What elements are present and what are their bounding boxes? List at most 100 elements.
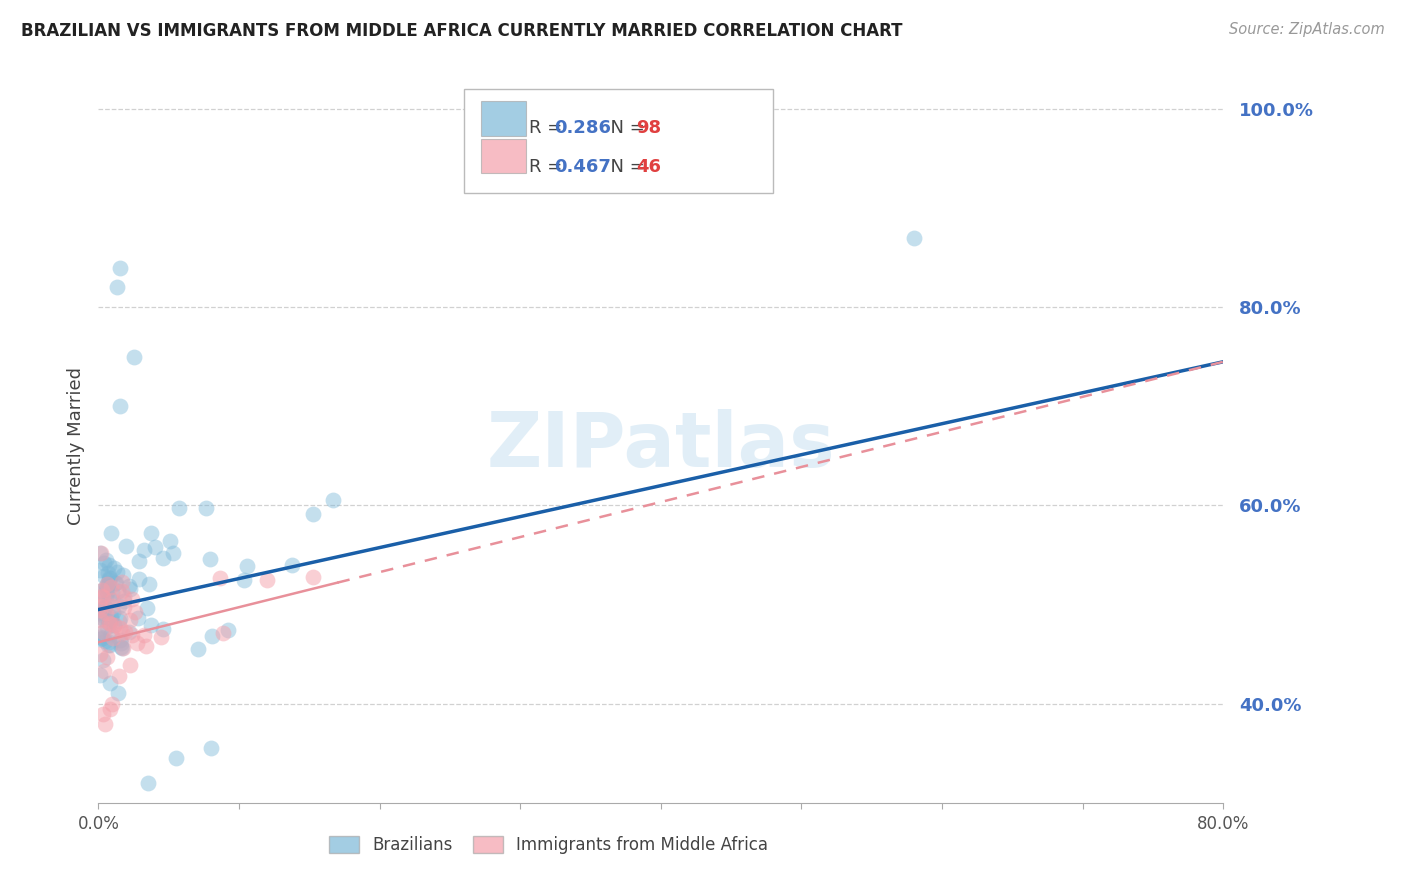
FancyBboxPatch shape xyxy=(464,89,773,193)
Point xyxy=(89,648,111,662)
Point xyxy=(94,633,117,648)
Text: 0.286: 0.286 xyxy=(554,120,612,137)
Point xyxy=(101,605,124,619)
Point xyxy=(111,575,134,590)
Point xyxy=(115,540,138,554)
Point xyxy=(118,579,141,593)
Point xyxy=(98,701,121,715)
Text: 98: 98 xyxy=(636,120,661,137)
Point xyxy=(97,638,120,652)
Point xyxy=(91,706,114,721)
Point xyxy=(195,500,218,515)
Point xyxy=(167,501,190,516)
Point xyxy=(110,636,132,650)
Point xyxy=(128,572,150,586)
Point xyxy=(111,640,134,655)
Point xyxy=(89,632,111,646)
FancyBboxPatch shape xyxy=(481,102,526,136)
Point xyxy=(236,559,259,574)
Point xyxy=(91,606,114,620)
Point xyxy=(112,600,135,615)
Point xyxy=(108,632,131,647)
Point xyxy=(322,493,344,508)
Point xyxy=(127,636,149,650)
Point xyxy=(97,635,120,649)
Point xyxy=(93,665,115,679)
Point xyxy=(96,591,118,605)
Point xyxy=(105,575,128,590)
Point xyxy=(100,580,122,594)
Point xyxy=(96,579,118,593)
Point xyxy=(98,573,121,587)
Point xyxy=(97,571,120,585)
Point xyxy=(128,554,150,568)
Text: N =: N = xyxy=(599,120,651,137)
Point xyxy=(212,626,235,640)
Point xyxy=(108,260,131,275)
Point xyxy=(91,624,114,639)
Point xyxy=(112,641,135,656)
Legend: Brazilians, Immigrants from Middle Africa: Brazilians, Immigrants from Middle Afric… xyxy=(321,828,776,863)
Point xyxy=(101,585,124,599)
Point xyxy=(90,546,112,560)
Point xyxy=(107,599,129,613)
Text: Source: ZipAtlas.com: Source: ZipAtlas.com xyxy=(1229,22,1385,37)
Point xyxy=(139,526,162,541)
Point xyxy=(94,552,117,566)
Point xyxy=(103,560,125,574)
Point xyxy=(118,625,141,640)
Point xyxy=(89,630,111,644)
Point xyxy=(101,697,124,711)
Point xyxy=(108,400,131,414)
Text: BRAZILIAN VS IMMIGRANTS FROM MIDDLE AFRICA CURRENTLY MARRIED CORRELATION CHART: BRAZILIAN VS IMMIGRANTS FROM MIDDLE AFRI… xyxy=(21,22,903,40)
Point xyxy=(105,280,128,294)
Point xyxy=(97,614,120,628)
Point xyxy=(89,563,111,577)
Point xyxy=(91,583,114,598)
Point xyxy=(100,626,122,640)
Point xyxy=(91,590,114,604)
Point xyxy=(150,630,173,644)
Point xyxy=(98,639,121,653)
Point xyxy=(93,608,115,623)
Point xyxy=(118,613,141,627)
Point xyxy=(152,550,174,565)
Point xyxy=(89,583,111,598)
Point xyxy=(132,628,155,642)
Point xyxy=(100,616,122,631)
Point xyxy=(162,546,184,560)
Point xyxy=(96,650,118,665)
Point xyxy=(121,592,143,607)
Point xyxy=(96,619,118,633)
Point xyxy=(112,590,135,604)
Point xyxy=(111,584,134,599)
Point xyxy=(107,584,129,599)
Point xyxy=(120,582,142,597)
Point xyxy=(127,611,149,625)
Point xyxy=(112,594,135,608)
Point xyxy=(256,573,278,587)
Point xyxy=(301,570,323,584)
Point xyxy=(104,575,127,590)
Point xyxy=(165,751,187,765)
Point xyxy=(124,605,146,619)
Point xyxy=(110,640,132,654)
Point xyxy=(91,589,114,603)
Point xyxy=(97,616,120,631)
Point xyxy=(89,603,111,617)
Point xyxy=(89,597,111,611)
Point xyxy=(112,568,135,582)
Text: R =: R = xyxy=(529,120,568,137)
FancyBboxPatch shape xyxy=(481,139,526,173)
Point xyxy=(138,577,160,591)
Point xyxy=(98,558,121,573)
Point xyxy=(93,599,115,614)
Point xyxy=(100,610,122,624)
Point xyxy=(94,716,117,731)
Point xyxy=(101,599,124,613)
Point xyxy=(101,593,124,607)
Point xyxy=(139,618,162,632)
Point xyxy=(98,675,121,690)
Point xyxy=(97,576,120,591)
Point xyxy=(301,507,323,521)
